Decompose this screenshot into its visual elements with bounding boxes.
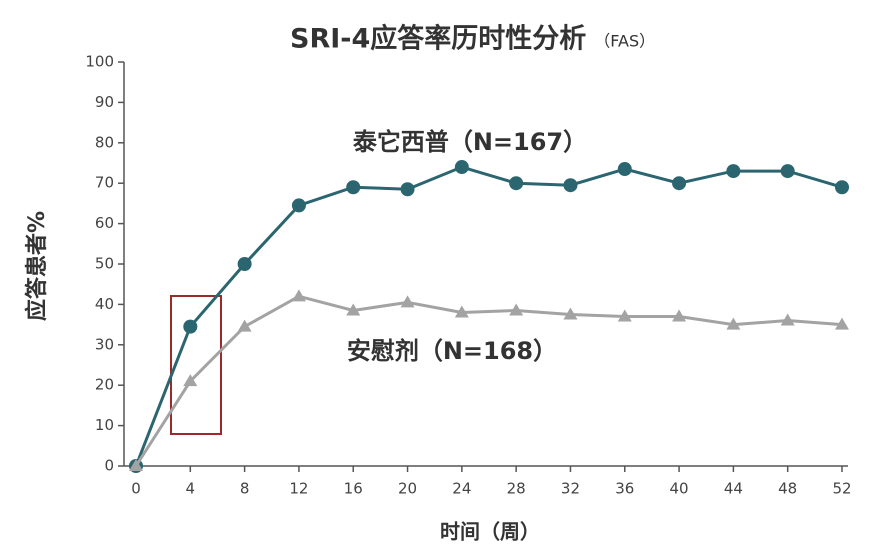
y-tick-label: 30 (95, 335, 114, 353)
point (183, 319, 198, 334)
point (835, 317, 849, 330)
x-tick-label: 24 (452, 480, 471, 498)
x-tick-label: 28 (507, 480, 526, 498)
x-tick-label: 0 (131, 480, 141, 498)
y-tick-label: 100 (85, 53, 114, 71)
point (617, 162, 632, 177)
x-axis-label: 时间（周） (440, 520, 540, 544)
point (237, 319, 252, 332)
y-tick-label: 60 (95, 214, 114, 232)
point (291, 198, 306, 213)
x-tick-label: 44 (724, 480, 743, 498)
point (400, 295, 415, 308)
x-tick-label: 32 (561, 480, 580, 498)
point (509, 176, 524, 191)
point (346, 180, 361, 195)
x-tick-label: 8 (240, 480, 250, 498)
point (563, 178, 578, 193)
point (672, 176, 687, 191)
point (672, 309, 687, 322)
y-tick-label: 40 (95, 295, 114, 313)
y-tick-label: 80 (95, 133, 114, 151)
y-axis-label: 应答患者% (24, 211, 50, 321)
x-tick-label: 36 (615, 480, 634, 498)
y-tick-label: 20 (95, 376, 114, 394)
point (617, 309, 632, 322)
point (780, 313, 795, 326)
point (454, 305, 469, 318)
chart-title: SRI-4应答率历时性分析 (290, 23, 586, 55)
point (237, 257, 252, 271)
x-tick-label: 4 (186, 480, 196, 498)
series-line (134, 165, 843, 467)
series-label: 泰它西普（N=167） (353, 128, 587, 156)
x-tick-label: 52 (832, 480, 851, 498)
x-tick-label: 16 (344, 480, 363, 498)
y-tick-label: 50 (95, 255, 114, 273)
point (835, 180, 849, 195)
point (780, 164, 795, 179)
point (400, 182, 415, 197)
point (291, 289, 306, 302)
x-tick-label: 20 (398, 480, 417, 498)
point (726, 164, 741, 179)
point (563, 307, 578, 320)
point (129, 459, 143, 471)
y-tick-label: 0 (104, 457, 114, 475)
x-tick-label: 12 (289, 480, 308, 498)
series-line (134, 294, 843, 467)
point (454, 160, 469, 175)
point (346, 303, 361, 316)
series-label: 安慰剂（N=168） (347, 337, 557, 365)
y-tick-label: 90 (95, 93, 114, 111)
point (509, 303, 524, 316)
chart-subtitle: （FAS） (594, 32, 655, 51)
point (183, 374, 198, 387)
highlight-box (170, 295, 222, 435)
x-tick-label: 48 (778, 480, 797, 498)
y-tick-label: 10 (95, 416, 114, 434)
x-tick-label: 40 (670, 480, 689, 498)
y-tick-label: 70 (95, 174, 114, 192)
point (726, 317, 741, 330)
